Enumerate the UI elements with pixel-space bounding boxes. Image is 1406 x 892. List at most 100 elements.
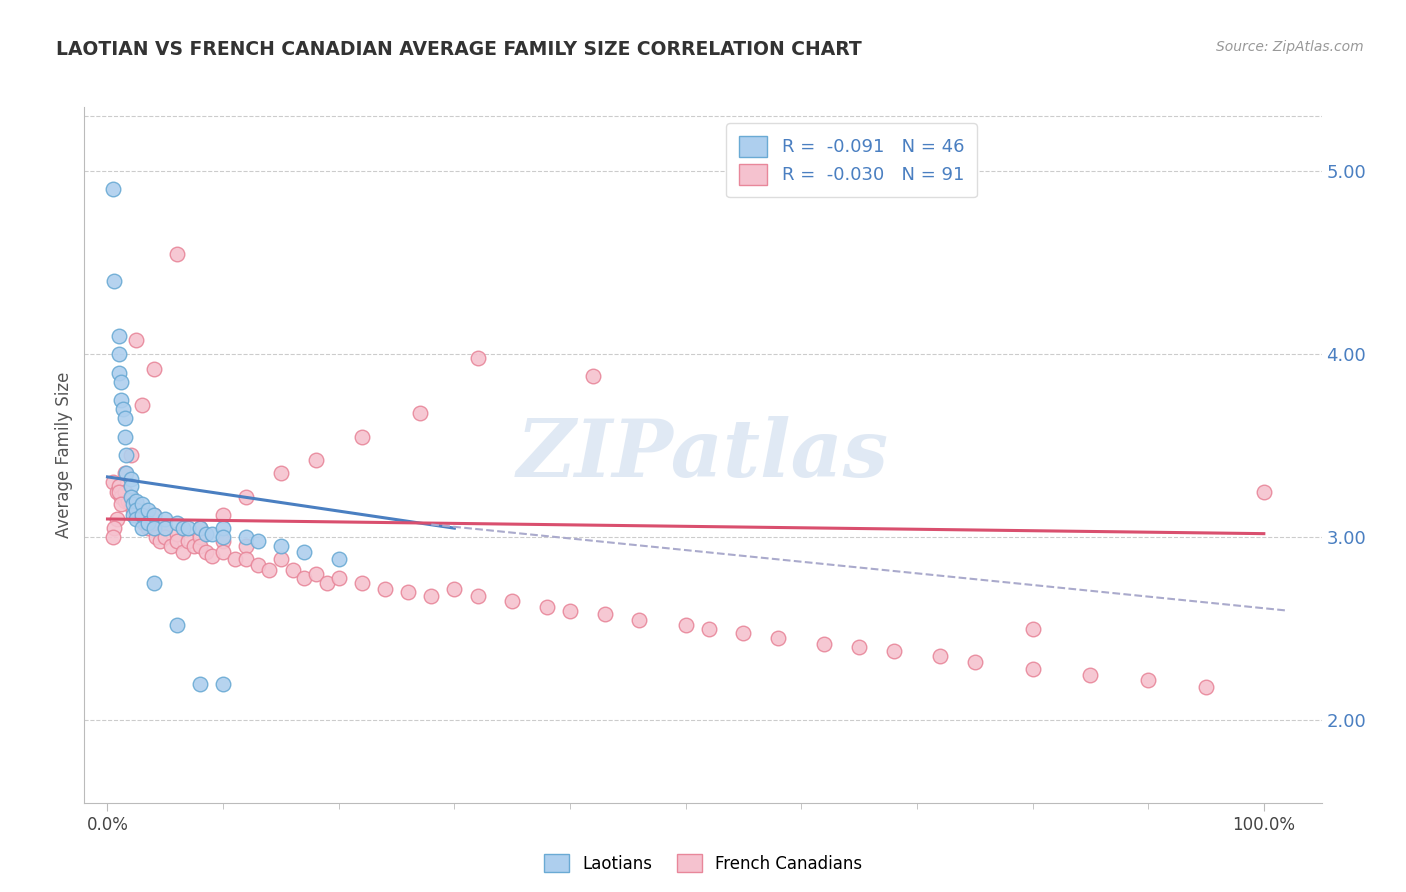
Legend: Laotians, French Canadians: Laotians, French Canadians xyxy=(537,847,869,880)
Point xyxy=(813,636,835,650)
Point xyxy=(108,329,131,343)
Point xyxy=(246,558,269,572)
Point xyxy=(131,497,153,511)
Point xyxy=(235,552,257,566)
Point xyxy=(136,521,159,535)
Point xyxy=(443,582,465,596)
Point xyxy=(172,521,194,535)
Point xyxy=(328,552,350,566)
Point xyxy=(246,533,269,548)
Point xyxy=(212,508,235,523)
Point xyxy=(166,246,188,260)
Point xyxy=(350,429,373,443)
Point xyxy=(105,484,128,499)
Text: Source: ZipAtlas.com: Source: ZipAtlas.com xyxy=(1216,40,1364,54)
Point xyxy=(145,530,167,544)
Point xyxy=(120,497,142,511)
Point xyxy=(593,607,616,622)
Text: LAOTIAN VS FRENCH CANADIAN AVERAGE FAMILY SIZE CORRELATION CHART: LAOTIAN VS FRENCH CANADIAN AVERAGE FAMIL… xyxy=(56,40,862,59)
Point xyxy=(108,479,131,493)
Point xyxy=(350,576,373,591)
Point xyxy=(114,467,136,481)
Point xyxy=(105,512,128,526)
Point xyxy=(270,467,292,481)
Point xyxy=(115,467,138,481)
Point xyxy=(120,490,142,504)
Point xyxy=(929,649,952,664)
Point xyxy=(733,625,755,640)
Point xyxy=(188,530,211,544)
Point xyxy=(155,512,177,526)
Point xyxy=(166,533,188,548)
Point xyxy=(142,576,165,591)
Point xyxy=(188,521,211,535)
Point xyxy=(628,613,651,627)
Point xyxy=(122,508,145,523)
Point xyxy=(114,484,136,499)
Point xyxy=(160,540,183,554)
Point xyxy=(142,521,165,535)
Point xyxy=(131,508,153,523)
Point xyxy=(142,508,165,523)
Point xyxy=(224,552,246,566)
Point xyxy=(131,503,153,517)
Point xyxy=(110,497,132,511)
Point xyxy=(883,644,905,658)
Point xyxy=(396,585,419,599)
Point xyxy=(259,563,281,577)
Point xyxy=(172,545,194,559)
Point xyxy=(114,429,136,443)
Point xyxy=(110,392,132,407)
Point xyxy=(108,484,131,499)
Point xyxy=(212,533,235,548)
Point xyxy=(328,571,350,585)
Point xyxy=(108,347,131,361)
Point xyxy=(125,503,148,517)
Point xyxy=(108,366,131,380)
Point xyxy=(142,508,165,523)
Point xyxy=(316,576,339,591)
Point xyxy=(120,490,142,504)
Point xyxy=(111,402,134,417)
Point xyxy=(142,362,165,376)
Point xyxy=(1253,484,1275,499)
Point xyxy=(1021,622,1043,636)
Point xyxy=(125,508,148,523)
Point xyxy=(420,589,443,603)
Point xyxy=(136,503,159,517)
Point xyxy=(183,540,205,554)
Point xyxy=(200,549,222,563)
Point xyxy=(103,274,125,288)
Point xyxy=(136,516,159,530)
Point xyxy=(212,521,235,535)
Point xyxy=(467,351,489,365)
Point xyxy=(114,493,136,508)
Point xyxy=(212,545,235,559)
Point xyxy=(235,490,257,504)
Point xyxy=(536,599,558,614)
Point xyxy=(155,521,177,535)
Point xyxy=(110,490,132,504)
Point xyxy=(467,589,489,603)
Point xyxy=(501,594,523,608)
Point xyxy=(270,552,292,566)
Point xyxy=(142,521,165,535)
Point xyxy=(188,521,211,535)
Point xyxy=(281,563,304,577)
Point xyxy=(166,516,188,530)
Point xyxy=(131,512,153,526)
Point xyxy=(177,521,200,535)
Point xyxy=(374,582,396,596)
Point xyxy=(292,545,315,559)
Point xyxy=(766,631,789,645)
Point xyxy=(131,399,153,413)
Point xyxy=(115,448,138,462)
Point xyxy=(120,448,142,462)
Point xyxy=(166,526,188,541)
Point xyxy=(125,497,148,511)
Point xyxy=(200,526,222,541)
Point xyxy=(675,618,697,632)
Point xyxy=(1137,673,1160,687)
Point xyxy=(166,618,188,632)
Point xyxy=(103,521,125,535)
